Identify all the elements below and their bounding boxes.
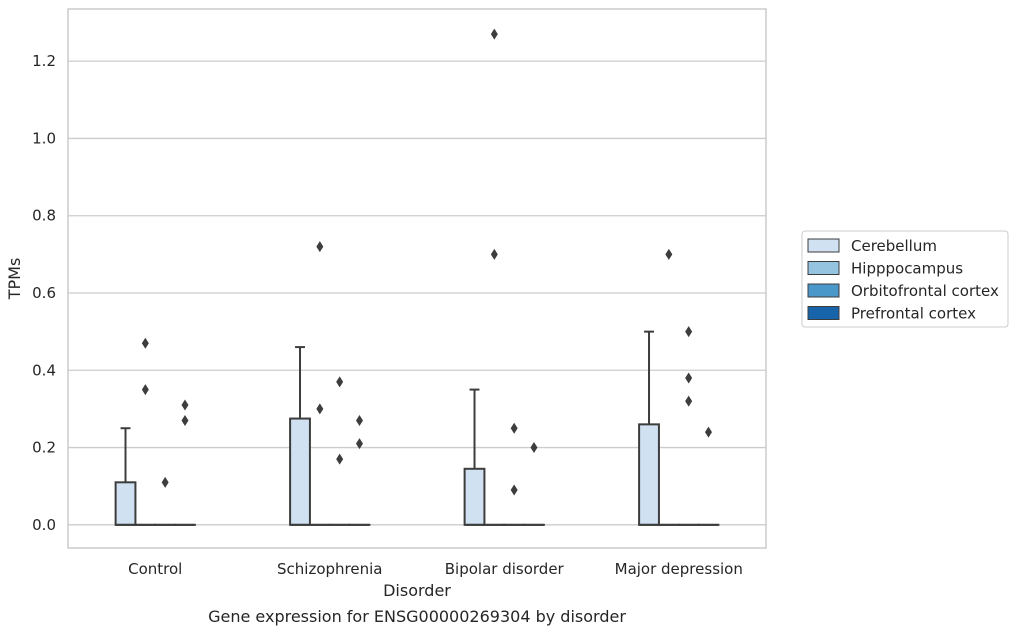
box-cerebellum [289, 346, 311, 526]
outlier-point [685, 372, 693, 384]
outlier-point [161, 476, 169, 488]
box [463, 467, 486, 526]
y-tick-labels: 0.0 0.2 0.4 0.6 0.8 1.0 1.2 [32, 52, 56, 534]
box-hipppocampus [657, 248, 680, 526]
legend: Cerebellum Hipppocampus Orbitofrontal cort… [801, 230, 1009, 328]
outlier-point [704, 426, 712, 438]
legend-swatch [807, 283, 840, 298]
chart-caption: Gene expression for ENSG00000269304 by d… [208, 607, 626, 626]
legend-swatch [807, 261, 840, 275]
y-tick-label: 1.0 [32, 129, 56, 147]
y-tick-label: 1.2 [32, 52, 56, 70]
outlier-point [141, 384, 149, 396]
outlier-point [316, 403, 324, 415]
y-axis-label: TPMs [5, 258, 24, 301]
box-prefrontal-cortex [174, 399, 196, 526]
outlier-point [316, 241, 324, 253]
x-tick-label: Bipolar disorder [445, 560, 565, 578]
outlier-point [665, 248, 673, 260]
box-prefrontal-cortex [348, 414, 371, 526]
legend-label: Hipppocampus [851, 260, 963, 278]
outlier-point [181, 414, 189, 426]
box [289, 417, 311, 526]
legend-label: Orbitofrontal cortex [851, 282, 999, 300]
y-tick-label: 0.2 [32, 439, 56, 457]
outlier-point [181, 399, 189, 411]
box-hipppocampus [134, 337, 157, 526]
outlier-point [490, 248, 498, 260]
outlier-point [336, 453, 344, 465]
x-tick-label: Schizophrenia [277, 560, 382, 578]
box-orbitofrontal-cortex [154, 476, 177, 526]
legend-swatch [807, 238, 840, 253]
outlier-point [336, 376, 344, 388]
box-prefrontal-cortex [697, 426, 720, 526]
legend-label: Prefrontal cortex [851, 305, 976, 323]
outlier-point [490, 28, 498, 40]
y-tick-label: 0.4 [32, 361, 56, 379]
box-orbitofrontal-cortex [328, 376, 351, 526]
box-hipppocampus [308, 241, 331, 526]
outlier-point [141, 337, 149, 349]
y-tick-label: 0.6 [32, 284, 56, 302]
plot-frame [67, 8, 767, 549]
legend-swatch [807, 306, 840, 320]
box-orbitofrontal-cortex [677, 326, 700, 526]
box [638, 423, 660, 526]
outlier-point [355, 438, 363, 450]
x-tick-label: Major depression [615, 560, 743, 578]
y-tick-label: 0.0 [32, 516, 56, 534]
box-hipppocampus [483, 28, 506, 526]
outlier-point [685, 326, 693, 338]
box-layer [114, 28, 720, 526]
x-tick-label: Control [128, 560, 182, 578]
outlier-point [510, 484, 518, 496]
outlier-point [530, 442, 538, 454]
outlier-point [685, 395, 693, 407]
box-cerebellum [114, 427, 137, 526]
box-cerebellum [463, 388, 486, 526]
box-prefrontal-cortex [523, 442, 545, 526]
legend-label: Cerebellum [851, 237, 937, 255]
box [114, 481, 137, 526]
box-orbitofrontal-cortex [503, 422, 526, 526]
y-tick-label: 0.8 [32, 207, 56, 225]
outlier-point [355, 414, 363, 426]
x-axis-label: Disorder [383, 581, 451, 600]
gridlines [68, 60, 766, 526]
outlier-point [510, 422, 518, 434]
legend-frame [801, 230, 1009, 328]
box-cerebellum [638, 330, 660, 526]
x-tick-labels: Control Schizophrenia Bipolar disorder Majo… [128, 560, 743, 578]
